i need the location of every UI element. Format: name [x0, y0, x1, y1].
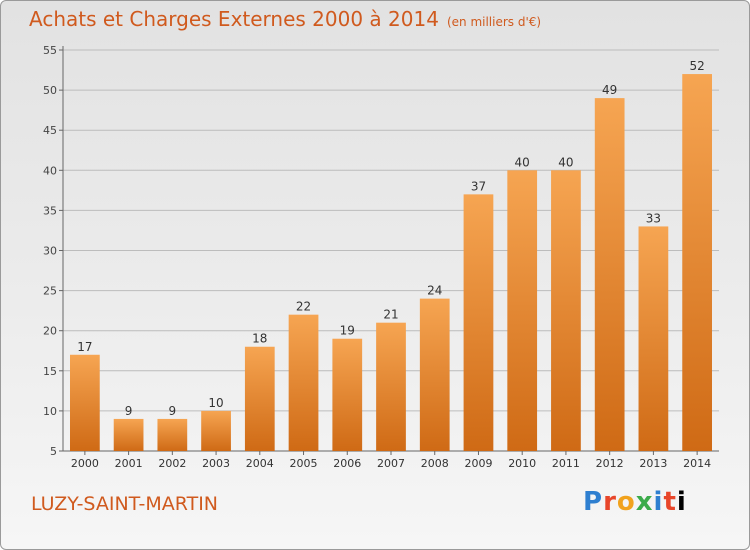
data-label: 19 — [340, 324, 355, 338]
x-tick-label: 2003 — [202, 457, 230, 470]
y-tick-label: 15 — [43, 365, 57, 378]
data-label: 24 — [427, 284, 442, 298]
bar — [507, 170, 538, 452]
data-label: 33 — [646, 211, 661, 225]
bar — [69, 354, 100, 451]
chart-title: Achats et Charges Externes 2000 à 2014 (e… — [29, 7, 541, 31]
x-tick-label: 2007 — [377, 457, 405, 470]
x-tick-label: 2000 — [71, 457, 99, 470]
x-tick-label: 2004 — [246, 457, 274, 470]
y-tick-label: 50 — [43, 84, 57, 97]
x-tick-label: 2006 — [333, 457, 361, 470]
bar — [682, 74, 713, 451]
bar — [594, 98, 625, 452]
x-tick-label: 2008 — [421, 457, 449, 470]
bar — [157, 418, 188, 451]
data-label: 40 — [515, 155, 530, 169]
x-tick-label: 2001 — [115, 457, 143, 470]
bar — [113, 418, 144, 451]
logo-letter: i — [676, 487, 687, 517]
bar — [332, 338, 363, 451]
bar — [244, 346, 275, 451]
y-tick-label: 55 — [43, 44, 57, 57]
data-label: 37 — [471, 179, 486, 193]
y-tick-label: 25 — [43, 285, 57, 298]
x-tick-label: 2009 — [464, 457, 492, 470]
labels: 5 10 15 20 25 30 35 40 45 50 55 17 2000 9 2001 9 2002 10 2… — [43, 44, 711, 470]
logo-letter: t — [663, 487, 677, 517]
data-label: 21 — [383, 308, 398, 322]
x-tick-label: 2014 — [683, 457, 711, 470]
y-tick-label: 5 — [50, 445, 57, 458]
y-tick-label: 35 — [43, 204, 57, 217]
data-label: 40 — [558, 155, 573, 169]
logo-letter: r — [603, 487, 617, 517]
data-label: 9 — [125, 404, 133, 418]
data-label: 18 — [252, 332, 267, 346]
logo-letter: P — [583, 487, 604, 517]
bar — [419, 298, 450, 451]
x-tick-label: 2005 — [290, 457, 318, 470]
y-tick-label: 40 — [43, 164, 57, 177]
x-tick-label: 2011 — [552, 457, 580, 470]
data-label: 10 — [208, 396, 223, 410]
bar — [551, 170, 581, 452]
y-tick-label: 30 — [43, 245, 57, 258]
y-tick-label: 10 — [43, 405, 57, 418]
x-tick-label: 2013 — [639, 457, 667, 470]
data-label: 17 — [77, 340, 92, 354]
bars — [69, 74, 713, 452]
logo-letter: i — [653, 487, 664, 517]
x-tick-label: 2002 — [158, 457, 186, 470]
y-tick-label: 45 — [43, 124, 57, 137]
place-name: LUZY-SAINT-MARTIN — [31, 493, 219, 515]
data-label: 52 — [689, 59, 704, 73]
bar — [463, 194, 494, 452]
bar — [376, 322, 406, 451]
x-tick-label: 2010 — [508, 457, 536, 470]
data-label: 49 — [602, 83, 617, 97]
logo-letter: x — [635, 487, 654, 517]
data-label: 9 — [169, 404, 177, 418]
y-tick-label: 20 — [43, 325, 57, 338]
proxiti-logo: Proxiti — [583, 487, 687, 517]
x-tick-label: 2012 — [596, 457, 624, 470]
logo-letter: o — [616, 487, 636, 517]
data-label: 22 — [296, 300, 311, 314]
bar — [201, 410, 231, 451]
bar — [638, 226, 669, 451]
chart-subtitle: (en milliers d'€) — [446, 15, 542, 29]
title-text: Achats et Charges Externes 2000 à 2014 — [29, 7, 439, 31]
bar — [288, 314, 319, 451]
